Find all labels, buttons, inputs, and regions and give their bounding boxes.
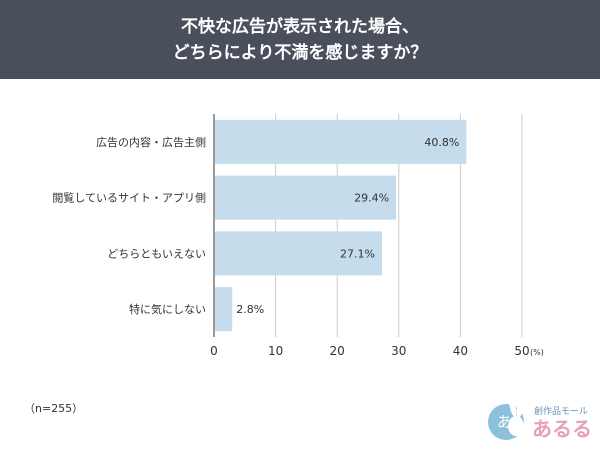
brand-small-text: 創作品モール (534, 405, 588, 417)
category-label: 広告の内容・広告主側 (96, 135, 206, 149)
bar-value-label: 40.8% (424, 136, 459, 149)
chart-title-banner: 不快な広告が表示された場合、 どちらにより不満を感じますか？ (0, 0, 600, 79)
sample-size-note: （n=255） (24, 402, 84, 415)
x-tick-label: 0 (210, 344, 218, 358)
bar-value-label: 29.4% (354, 192, 389, 205)
title-line-2: どちらにより不満を感じますか？ (172, 42, 428, 63)
x-tick-label: 40 (453, 344, 468, 358)
title-line-1: 不快な広告が表示された場合、 (181, 16, 419, 37)
category-label: どちらともいえない (107, 247, 206, 260)
brand-logo: あ 創作品モール あるる (488, 399, 592, 441)
svg-text:あ: あ (497, 413, 512, 431)
brand-name-text: あるる (532, 417, 592, 441)
x-tick-label: 50 (514, 344, 529, 358)
category-label: 特に気にしない (129, 302, 206, 316)
x-tick-label: 20 (330, 344, 345, 358)
bar (215, 175, 397, 220)
bar (215, 231, 382, 276)
category-label: 閲覧しているサイト・アプリ側 (52, 191, 206, 205)
rabbit-icon: あ (488, 399, 524, 440)
x-tick-label: 10 (268, 344, 283, 358)
bar-value-label: 2.8% (236, 303, 264, 316)
bar (215, 287, 233, 332)
bar (215, 119, 467, 164)
x-unit-label: (%) (530, 348, 544, 357)
x-tick-label: 30 (391, 344, 406, 358)
bar-value-label: 27.1% (340, 247, 375, 260)
